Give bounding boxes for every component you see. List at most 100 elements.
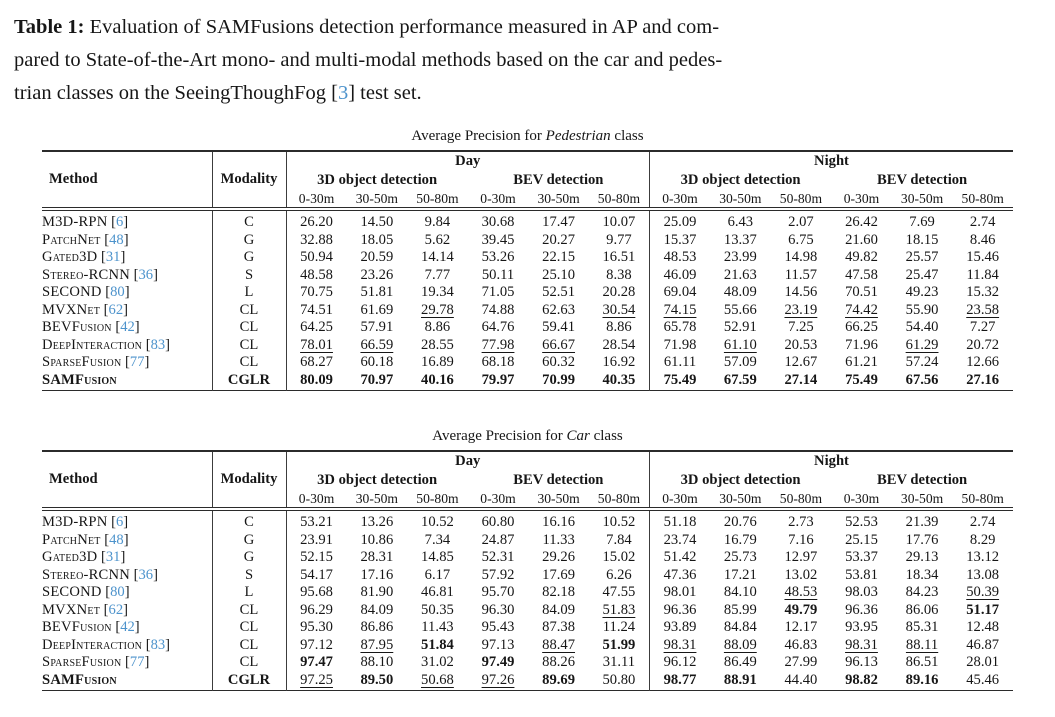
- citation-link-6[interactable]: 6: [115, 514, 124, 530]
- ap-value-cell: 88.26: [528, 654, 589, 672]
- citation-link-83[interactable]: 83: [150, 336, 166, 353]
- ap-value-cell: 2.74: [952, 509, 1013, 532]
- ap-value-cell: 28.31: [347, 549, 408, 567]
- car-table-subcaption: Average Precision for Car class: [42, 427, 1013, 446]
- ap-value-cell: 8.86: [407, 319, 468, 337]
- citation-link-31[interactable]: 31: [105, 549, 121, 565]
- ap-value: 15.32: [966, 284, 1000, 300]
- ap-value-cell: 24.87: [468, 532, 529, 550]
- citation-link-83[interactable]: 83: [150, 636, 166, 653]
- ap-value: 65.78: [663, 319, 697, 335]
- citation-link-80[interactable]: 80: [110, 584, 125, 600]
- ap-value: 16.51: [602, 249, 636, 265]
- ap-value: 67.56: [905, 371, 939, 388]
- ap-value: 7.69: [909, 214, 935, 230]
- night-3d-detection-header: 3D object detection: [648, 471, 832, 490]
- ap-value-cell: 10.07: [589, 209, 650, 232]
- modality-cell: CL: [211, 654, 286, 672]
- ap-value: 62.63: [542, 301, 576, 318]
- ap-value-cell: 61.10: [710, 337, 771, 355]
- range-header: 30-50m: [346, 190, 408, 211]
- ap-value: 48.53: [663, 249, 697, 265]
- ap-value: 2.74: [969, 214, 996, 230]
- ap-value: 23.91: [300, 531, 333, 548]
- table-row: SECOND [80] L 95.68 81.90 46.81 95.70 82.18 47.…: [42, 584, 1013, 602]
- ap-value-cell: 65.78: [648, 319, 711, 337]
- ap-value: 25.15: [845, 531, 878, 548]
- ap-value: 2.73: [788, 514, 814, 530]
- citation-link-48[interactable]: 48: [109, 531, 124, 548]
- citation-link-6[interactable]: 6: [115, 214, 124, 230]
- citation-link-77[interactable]: 77: [129, 354, 145, 370]
- citation-link-62[interactable]: 62: [108, 301, 124, 318]
- citation-link-62[interactable]: 62: [108, 601, 124, 618]
- ap-value: 20.28: [602, 284, 636, 300]
- ap-value-cell: 95.68: [285, 584, 347, 602]
- ap-value: 71.98: [663, 336, 697, 353]
- ap-value-cell: 26.20: [285, 209, 347, 232]
- ap-value-cell: 22.15: [528, 249, 589, 267]
- ap-value: 48.09: [723, 284, 757, 300]
- ap-value: 61.29: [905, 336, 939, 353]
- method-name: BEVFusion: [42, 619, 112, 635]
- car-body: M3D-RPN [6] C 53.21 13.26 10.52 60.80 16.16 10.…: [42, 509, 1013, 691]
- ap-value-cell: 6.43: [710, 209, 771, 232]
- ap-value: 89.50: [360, 671, 394, 688]
- citation-link-77[interactable]: 77: [129, 654, 145, 670]
- ap-value-cell: 23.99: [710, 249, 771, 267]
- table-row: SAMFusion CGLR 97.25 89.50 50.68 97.26 89.69 50…: [42, 671, 1013, 691]
- night-group-header: Night: [648, 151, 1013, 171]
- method-name: DeepInteraction: [42, 636, 143, 653]
- citation-link-80[interactable]: 80: [110, 284, 125, 300]
- ap-value-cell: 12.67: [771, 354, 832, 372]
- ap-value-cell: 8.46: [952, 232, 1013, 250]
- citation-link-36[interactable]: 36: [138, 566, 154, 583]
- ap-value: 98.01: [663, 584, 697, 600]
- range-header: 30-50m: [528, 490, 589, 511]
- ap-value: 15.46: [966, 249, 1000, 265]
- ap-value: 14.98: [784, 249, 818, 265]
- ap-value-cell: 31.02: [407, 654, 468, 672]
- ap-value-cell: 98.77: [648, 671, 711, 691]
- ap-value-cell: 52.53: [831, 509, 892, 532]
- ap-value: 26.42: [845, 214, 878, 230]
- ap-value: 64.25: [300, 319, 333, 335]
- citation-link-3[interactable]: 3: [337, 82, 349, 104]
- citation-link-36[interactable]: 36: [138, 266, 154, 283]
- table-row: M3D-RPN [6] C 53.21 13.26 10.52 60.80 16.16 10.…: [42, 509, 1013, 532]
- ap-value: 96.36: [663, 601, 697, 618]
- ap-value: 88.26: [542, 654, 576, 670]
- ap-value: 11.57: [784, 266, 818, 283]
- ap-value-cell: 84.09: [347, 602, 408, 620]
- ap-value-cell: 30.54: [589, 302, 650, 320]
- ap-value: 21.60: [845, 231, 878, 248]
- ap-value: 98.31: [845, 636, 878, 653]
- table-row: MVXNet [62] CL 96.29 84.09 50.35 96.30 84.09 51…: [42, 601, 1013, 620]
- ap-value-cell: 17.47: [528, 209, 589, 232]
- method-cell: Gated3D [31]: [42, 249, 126, 265]
- ap-value: 17.16: [360, 566, 394, 583]
- ap-value-cell: 70.75: [285, 284, 347, 302]
- table-row: MVXNet [62] CL 74.51 61.69 29.78 74.88 62.63 30…: [42, 301, 1013, 320]
- ap-value: 39.45: [481, 231, 515, 248]
- citation-link-31[interactable]: 31: [105, 249, 121, 265]
- ap-value-cell: 86.49: [710, 654, 771, 672]
- ap-value-cell: 97.26: [468, 672, 529, 691]
- ap-value-cell: 12.48: [952, 619, 1013, 637]
- ap-value-cell: 93.95: [831, 619, 892, 637]
- citation-link-42[interactable]: 42: [120, 619, 135, 635]
- ap-value-cell: 71.05: [468, 284, 529, 302]
- ap-value: 51.17: [966, 601, 1000, 618]
- citation-link-42[interactable]: 42: [120, 319, 135, 335]
- ap-value: 25.57: [905, 249, 939, 265]
- ap-value-cell: 93.89: [648, 619, 711, 637]
- range-header: 30-50m: [346, 490, 408, 511]
- citation-link-48[interactable]: 48: [109, 231, 124, 248]
- ap-value-cell: 13.26: [347, 509, 408, 532]
- day-group-header: Day: [285, 451, 650, 471]
- ap-value-cell: 98.01: [648, 584, 711, 602]
- method-cell: DeepInteraction [83]: [42, 636, 171, 653]
- ap-value-cell: 47.55: [589, 584, 650, 602]
- ap-value: 13.12: [966, 549, 1000, 565]
- ap-value: 86.86: [360, 619, 394, 635]
